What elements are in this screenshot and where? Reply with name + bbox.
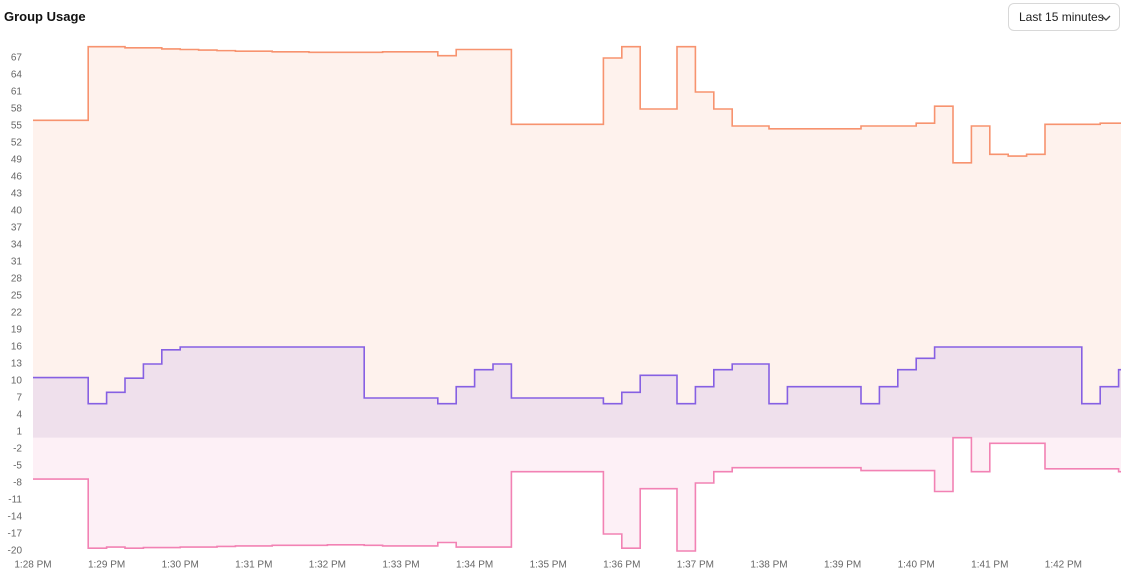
y-tick-label: 43	[11, 189, 23, 200]
y-tick-label: 46	[11, 172, 23, 183]
y-tick-label: -11	[8, 495, 22, 506]
y-tick-label: 61	[11, 87, 23, 98]
y-tick-label: 25	[11, 291, 23, 302]
line	[33, 436, 1121, 552]
y-tick-label: -17	[8, 529, 23, 540]
y-tick-label: 7	[16, 393, 22, 404]
x-tick-label: 1:34 PM	[456, 560, 493, 570]
y-tick-label: -14	[8, 512, 23, 523]
x-tick-label: 1:36 PM	[603, 560, 640, 570]
x-tick-label: 1:39 PM	[824, 560, 861, 570]
y-tick-label: 19	[11, 325, 23, 336]
y-tick-label: 37	[11, 223, 23, 234]
y-tick-label: 10	[11, 376, 23, 387]
area	[33, 347, 1121, 438]
y-tick-label: 28	[11, 274, 23, 285]
x-tick-label: 1:40 PM	[898, 560, 935, 570]
y-tick-label: 31	[11, 257, 23, 268]
panel-title: Group Usage	[4, 9, 86, 24]
area	[33, 46, 1121, 438]
x-tick-label: 1:30 PM	[162, 560, 199, 570]
chevron-icon	[1101, 15, 1111, 21]
y-tick-label: 55	[11, 121, 23, 132]
y-tick-label: 64	[11, 70, 23, 81]
y-tick-label: 22	[11, 308, 23, 319]
y-tick-label: 34	[11, 240, 23, 251]
x-tick-label: 1:37 PM	[677, 560, 714, 570]
y-tick-label: 67	[11, 53, 23, 64]
x-tick-label: 1:32 PM	[309, 560, 346, 570]
y-tick-label: -8	[13, 478, 22, 489]
x-tick-label: 1:35 PM	[530, 560, 567, 570]
time-range-label: Last 15 minutes	[1019, 10, 1104, 24]
x-tick-label: 1:42 PM	[1045, 560, 1082, 570]
y-tick-label: 40	[11, 206, 23, 217]
area	[33, 437, 1121, 551]
y-tick-label: 4	[16, 410, 22, 421]
x-tick-label: 1:33 PM	[382, 560, 419, 570]
x-tick-label: 1:41 PM	[971, 560, 1008, 570]
x-tick-label: 1:31 PM	[235, 560, 272, 570]
y-tick-label: 52	[11, 138, 23, 149]
x-tick-label: 1:38 PM	[750, 560, 787, 570]
x-tick-label: 1:29 PM	[88, 560, 125, 570]
time-range-dropdown[interactable]: Last 15 minutes	[1008, 3, 1120, 31]
y-tick-label: -2	[13, 444, 22, 455]
y-tick-label: -20	[8, 546, 23, 557]
y-tick-label: 16	[11, 342, 23, 353]
x-tick-label: 1:28 PM	[14, 560, 51, 570]
y-tick-label: -5	[13, 461, 22, 472]
line	[33, 45, 1121, 164]
line	[33, 346, 1121, 405]
y-tick-label: 58	[11, 104, 23, 115]
y-tick-label: 1	[16, 427, 22, 438]
y-tick-label: 49	[11, 155, 23, 166]
y-tick-label: 13	[11, 359, 23, 370]
